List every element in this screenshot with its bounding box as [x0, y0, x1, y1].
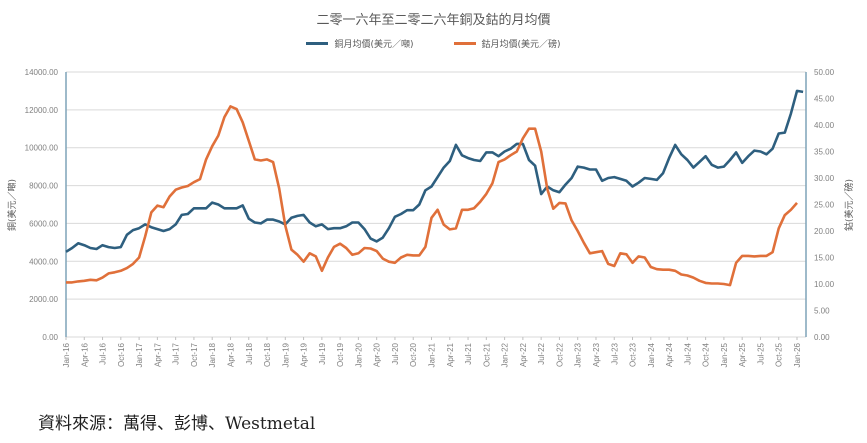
x-tick-label: Oct-16 [117, 342, 126, 367]
x-tick-label: Oct-24 [702, 342, 711, 367]
x-tick-label: Oct-20 [409, 342, 418, 367]
x-tick-label: Oct-17 [190, 342, 199, 367]
x-tick-label: Apr-18 [226, 342, 235, 367]
y-tick-label-right: 10.00 [814, 280, 835, 289]
y-tick-label-right: 50.00 [814, 68, 835, 77]
x-tick-label: Apr-24 [665, 342, 674, 367]
x-tick-label: Jul-24 [683, 342, 692, 364]
chart-plot: 銅(美元／噸) 鈷(美元／磅) 0.00 2000.00 4000.00 6000.0… [6, 68, 855, 367]
x-tick-label: Apr-22 [519, 342, 528, 367]
y-tick-label-left: 8000.00 [29, 182, 58, 191]
y-tick-label-left: 0.00 [42, 333, 58, 342]
y-tick-label-right: 20.00 [814, 227, 835, 236]
y-tick-label-right: 40.00 [814, 121, 835, 130]
y-axis-label-left: 銅(美元／噸) [6, 179, 18, 231]
legend-label-copper: 銅月均價(美元／噸) [334, 40, 414, 50]
y-tick-label-right: 15.00 [814, 254, 835, 263]
x-tick-label: Jul-18 [245, 342, 254, 364]
x-tick-label: Jul-23 [610, 342, 619, 364]
x-tick-label: Jul-16 [99, 342, 108, 364]
legend-item-copper: 銅月均價(美元／噸) [306, 37, 414, 50]
x-tick-label: Jan-22 [501, 342, 510, 367]
x-tick-label: Apr-19 [300, 342, 309, 367]
x-tick-label: Jul-20 [391, 342, 400, 364]
y-tick-label-right: 0.00 [814, 333, 830, 342]
chart-title: 二零一六年至二零二六年銅及鈷的月均價 [316, 13, 551, 28]
legend-item-cobalt: 鈷月均價(美元／磅) [453, 37, 561, 50]
x-tick-label: Jan-23 [574, 342, 583, 367]
y-tick-label-left: 12000.00 [25, 106, 59, 115]
x-tick-label: Jan-25 [720, 342, 729, 367]
x-tick-label: Oct-18 [263, 342, 272, 367]
y-tick-label-right: 45.00 [814, 95, 835, 104]
y-tick-label-right: 5.00 [814, 307, 830, 316]
series-line-cobalt [66, 105, 798, 287]
x-tick-label: Jan-19 [281, 342, 290, 367]
y-tick-label-left: 6000.00 [29, 219, 58, 228]
legend-label-cobalt: 鈷月均價(美元／磅) [481, 40, 561, 50]
x-tick-label: Jan-21 [428, 342, 437, 367]
x-tick-label: Apr-21 [446, 342, 455, 367]
y-tick-label-left: 4000.00 [29, 257, 58, 266]
legend: 銅月均價(美元／噸) 鈷月均價(美元／磅) [0, 37, 867, 50]
x-tick-label: Oct-22 [555, 342, 564, 367]
x-tick-label: Jul-25 [756, 342, 765, 364]
x-tick-label: Jan-18 [208, 342, 217, 367]
x-tick-label: Jul-22 [537, 342, 546, 364]
x-tick-label: Apr-23 [592, 342, 601, 367]
x-tick-label: Oct-19 [336, 342, 345, 367]
x-tick-label: Oct-21 [482, 342, 491, 367]
legend-swatch-copper [306, 42, 329, 45]
x-tick-label: Jul-19 [318, 342, 327, 364]
series-line-copper [65, 89, 804, 253]
x-tick-label: Apr-17 [153, 342, 162, 367]
x-tick-label: Jan-20 [354, 342, 363, 367]
source-note: 資料來源：萬得、彭博、Westmetal [38, 414, 316, 434]
y-tick-label-right: 35.00 [814, 148, 835, 157]
x-tick-label: Oct-23 [629, 342, 638, 367]
x-tick-label: Jan-26 [793, 342, 802, 367]
x-tick-label: Apr-16 [80, 342, 89, 367]
x-tick-label: Jul-17 [172, 342, 181, 364]
x-tick-label: Jan-17 [135, 342, 144, 367]
x-tick-label: Oct-25 [775, 342, 784, 367]
y-tick-label-left: 10000.00 [25, 144, 59, 153]
x-tick-label: Jul-21 [464, 342, 473, 364]
y-tick-label-left: 2000.00 [29, 295, 58, 304]
y-tick-label-left: 14000.00 [25, 68, 59, 77]
y-tick-label-right: 25.00 [814, 201, 835, 210]
x-tick-label: Apr-20 [373, 342, 382, 367]
legend-swatch-cobalt [453, 42, 476, 45]
y-axis-label-right: 鈷(美元／磅) [843, 179, 855, 231]
y-tick-label-right: 30.00 [814, 174, 835, 183]
x-tick-label: Jan-24 [647, 342, 656, 367]
x-tick-label: Apr-25 [738, 342, 747, 367]
x-tick-label: Jan-16 [62, 342, 71, 367]
